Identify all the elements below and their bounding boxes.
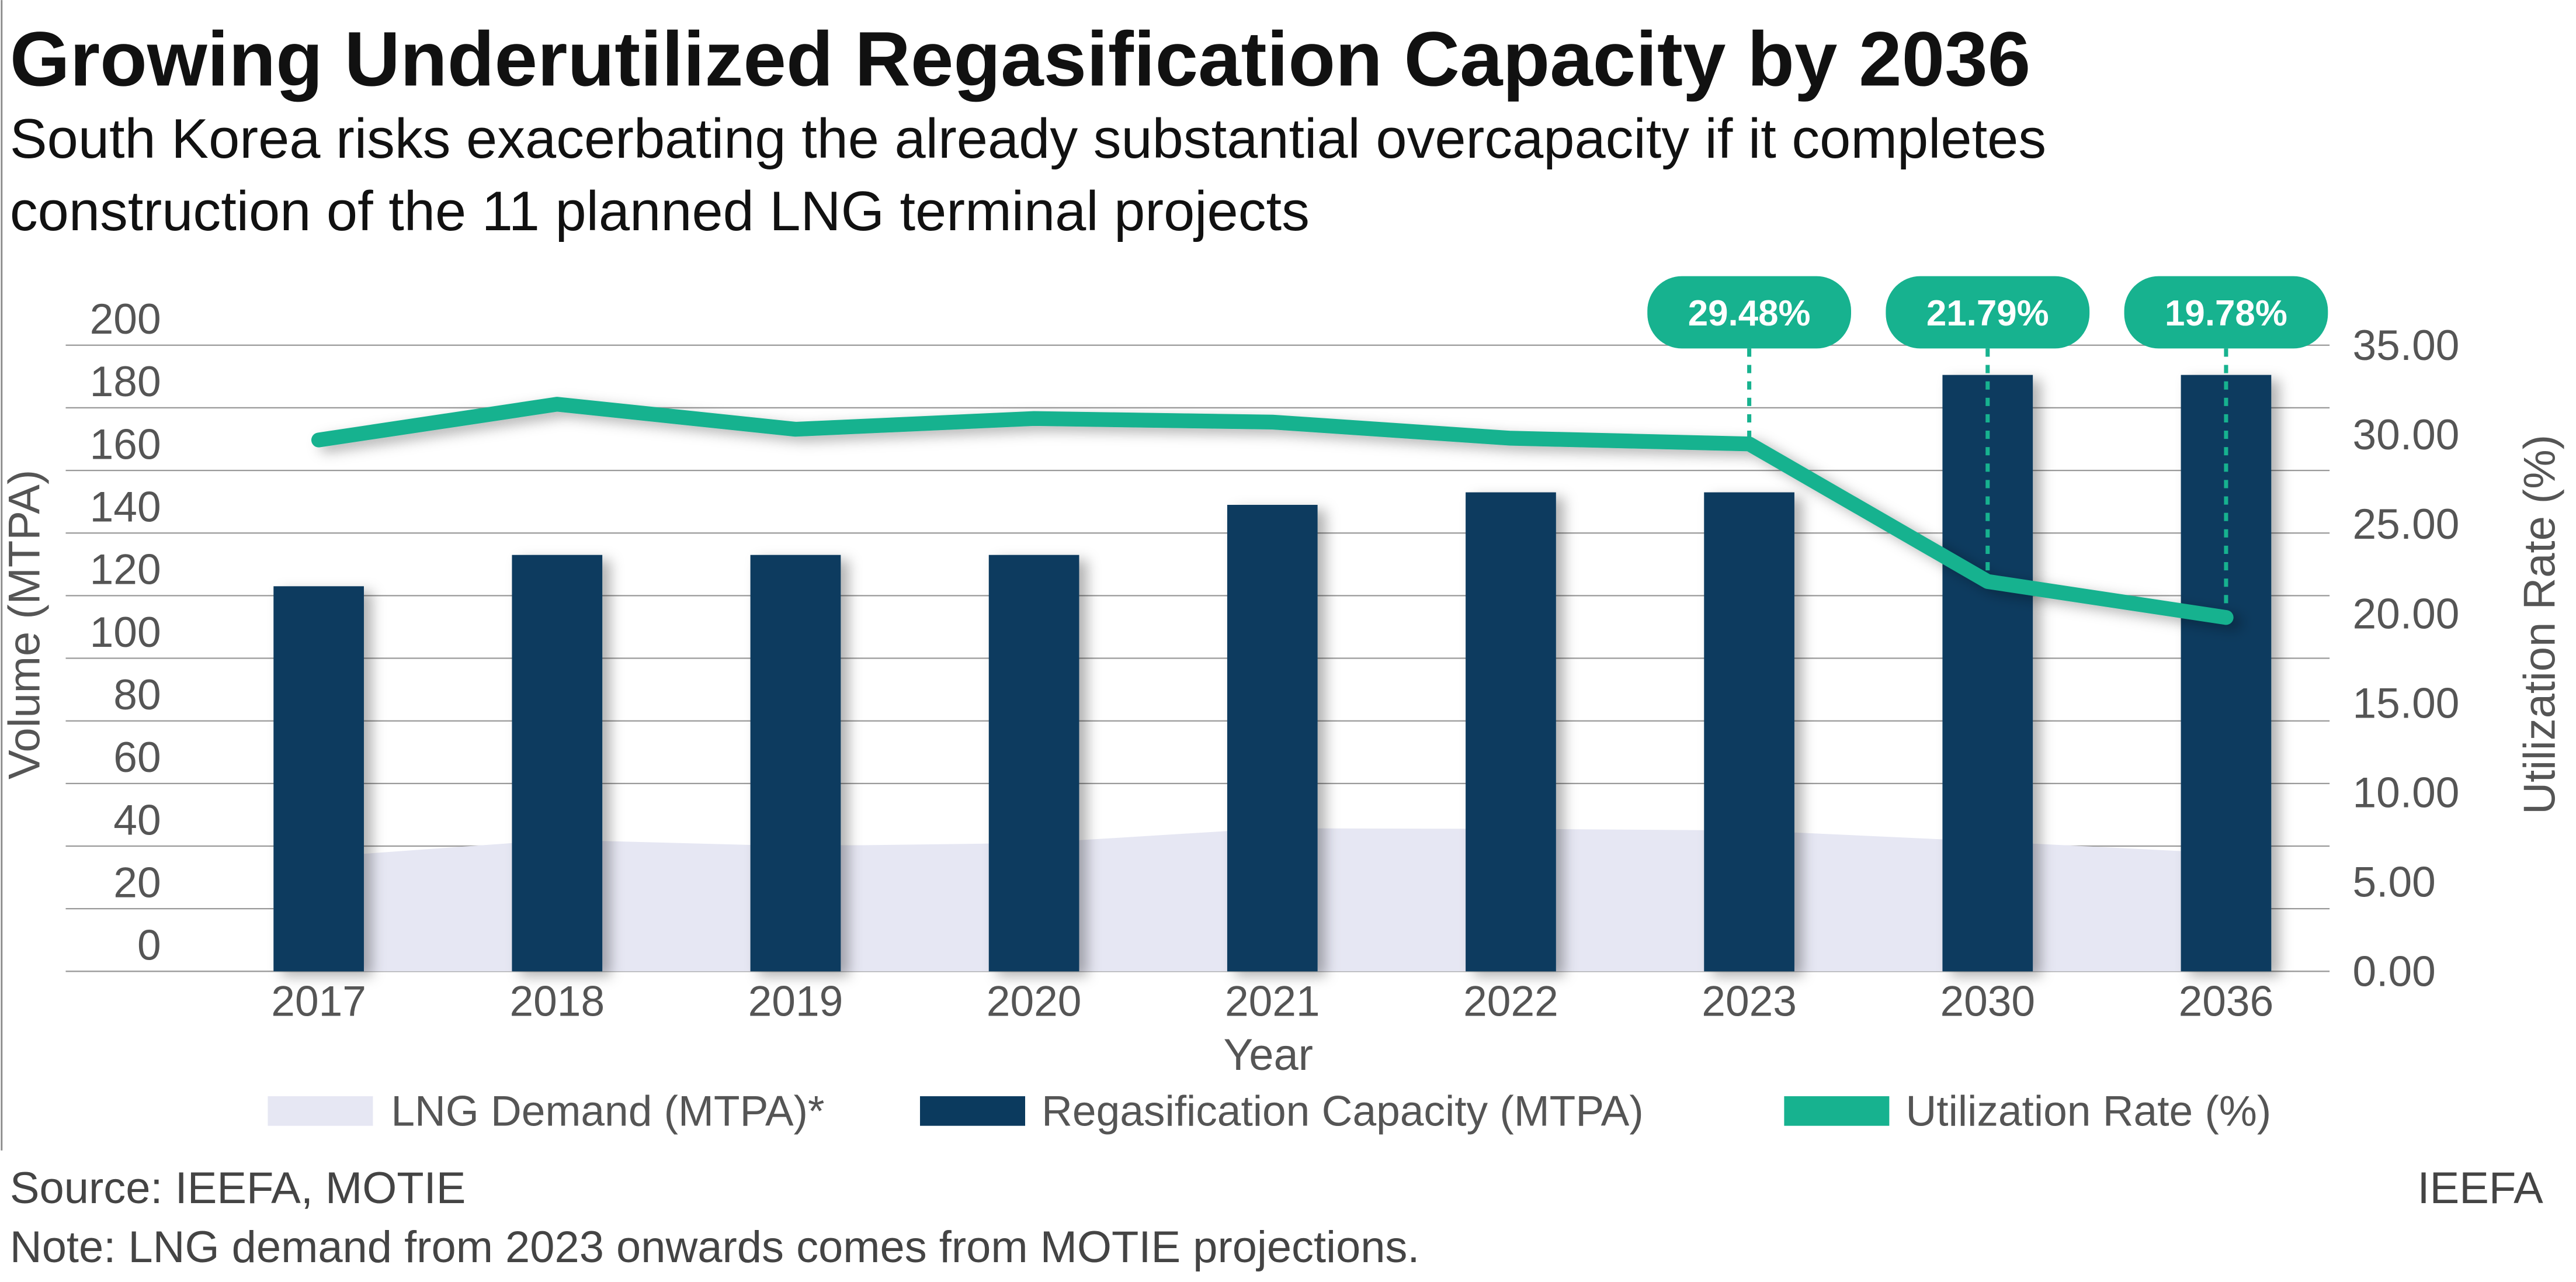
x-tick-label: 2022: [1463, 978, 1558, 1025]
y-axis-right-ticks: 0.00 5.00 10.00 15.00 20.00 25.00 30.00 35.00: [2353, 322, 2460, 996]
y-tick-label: 180: [90, 358, 161, 406]
chart-subtitle-line-2: construction of the 11 planned LNG termi…: [10, 180, 1310, 242]
capacity-bar-2020: [988, 555, 1079, 972]
y-tick-label: 100: [90, 609, 161, 656]
legend-label-utilization: Utilization Rate (%): [1906, 1088, 2272, 1135]
y2-tick-label: 15.00: [2353, 680, 2460, 727]
callout-label: 21.79%: [1926, 293, 2049, 334]
y2-tick-label: 0.00: [2353, 948, 2436, 996]
y-tick-label: 80: [113, 671, 161, 719]
y-tick-label: 0: [137, 922, 161, 969]
y-tick-label: 20: [113, 859, 161, 906]
y-tick-label: 120: [90, 546, 161, 594]
y-tick-label: 200: [90, 296, 161, 343]
y2-tick-label: 20.00: [2353, 590, 2460, 637]
legend-swatch-capacity: [920, 1096, 1025, 1126]
x-tick-label: 2018: [509, 978, 605, 1025]
chart-title: Growing Underutilized Regasification Cap…: [10, 16, 2030, 102]
y2-tick-label: 30.00: [2353, 411, 2460, 459]
x-tick-label: 2019: [748, 978, 843, 1025]
y2-tick-label: 25.00: [2353, 501, 2460, 548]
callouts: 29.48% 21.79% 19.78%: [1647, 276, 2328, 618]
chart-subtitle-line-1: South Korea risks exacerbating the alrea…: [10, 108, 2046, 170]
y-tick-label: 160: [90, 421, 161, 468]
callout-pill: [1886, 276, 2090, 349]
callout-pill: [1647, 276, 1851, 349]
y2-tick-label: 35.00: [2353, 322, 2460, 369]
legend-label-demand: LNG Demand (MTPA)*: [391, 1088, 824, 1135]
x-tick-label: 2036: [2179, 978, 2274, 1025]
y-tick-label: 140: [90, 484, 161, 531]
source-note: Source: IEEFA, MOTIE: [10, 1163, 466, 1213]
y-tick-label: 60: [113, 734, 161, 781]
utilization-line-layer: [311, 397, 2234, 625]
y-axis-right-label: Utilization Rate (%): [2515, 435, 2564, 815]
x-tick-label: 2023: [1702, 978, 1797, 1025]
capacity-bars: [273, 375, 2272, 972]
capacity-bar-2018: [512, 555, 603, 972]
capacity-bar-2022: [1466, 492, 1556, 972]
capacity-bar-2019: [750, 555, 841, 972]
y2-tick-label: 10.00: [2353, 769, 2460, 816]
capacity-bar-2030: [1942, 375, 2033, 972]
capacity-bar-2021: [1227, 504, 1318, 972]
y-axis-left-label: Volume (MTPA): [0, 470, 49, 779]
callout-pill: [2124, 276, 2328, 349]
footnote: Note: LNG demand from 2023 onwards comes…: [10, 1222, 1420, 1272]
x-tick-label: 2030: [1940, 978, 2035, 1025]
legend-swatch-utilization: [1784, 1096, 1890, 1126]
x-tick-label: 2017: [271, 978, 366, 1025]
x-tick-label: 2020: [987, 978, 1082, 1025]
callout-2023: 29.48%: [1647, 276, 1851, 444]
x-axis-label: Year: [1224, 1030, 1313, 1080]
callout-label: 29.48%: [1688, 293, 1811, 334]
legend: LNG Demand (MTPA)* Regasification Capaci…: [268, 1088, 2271, 1135]
callout-2036: 19.78%: [2124, 276, 2328, 618]
capacity-bar-2017: [273, 586, 364, 972]
y2-tick-label: 5.00: [2353, 859, 2436, 906]
x-tick-label: 2021: [1225, 978, 1320, 1025]
y-axis-left-ticks: 0 20 40 60 80 100 120 140 160 180 200: [90, 296, 161, 969]
utilization-line: [311, 397, 2234, 625]
x-axis-ticks: 2017 2018 2019 2020 2021 2022 2023 2030 2036: [271, 978, 2273, 1025]
legend-label-capacity: Regasification Capacity (MTPA): [1041, 1088, 1644, 1135]
y-tick-label: 40: [113, 796, 161, 844]
capacity-bar-2036: [2181, 375, 2272, 972]
brand-label: IEEFA: [2418, 1163, 2544, 1213]
capacity-bar-2023: [1704, 492, 1794, 972]
legend-swatch-demand: [268, 1096, 373, 1126]
callout-label: 19.78%: [2165, 293, 2287, 334]
callout-2030: 21.79%: [1886, 276, 2090, 582]
